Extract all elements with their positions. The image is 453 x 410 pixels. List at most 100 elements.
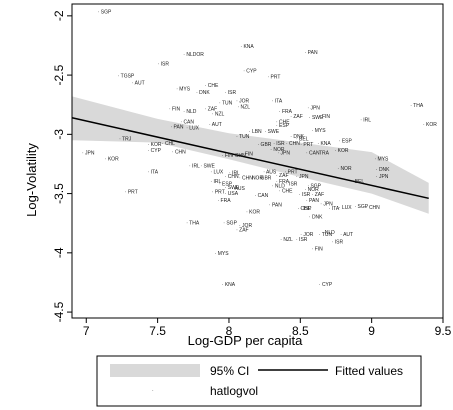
data-point-label: · ZAF xyxy=(290,114,303,120)
ci-band xyxy=(72,96,429,214)
data-point-label: · AUT xyxy=(209,122,222,128)
data-point-label: · AUT xyxy=(340,232,353,238)
data-point-label: · SWE xyxy=(200,164,215,170)
data-point-label: · MYS xyxy=(375,156,390,162)
data-point-label: · KNA xyxy=(317,141,331,147)
data-point-label: · ZAF xyxy=(276,173,289,179)
data-point-label: · KOR xyxy=(105,156,119,162)
data-point-label: · ITA xyxy=(272,98,283,104)
data-point-label: · FIN xyxy=(242,152,253,158)
data-point-label: · GBR xyxy=(258,142,272,148)
data-point-label: · JPN xyxy=(376,174,389,180)
fitted-line xyxy=(71,117,429,200)
data-point-label: · FRA xyxy=(276,179,290,185)
data-point-label: · SGP xyxy=(98,10,112,16)
data-point-label: · PAN xyxy=(305,50,318,56)
data-point-label: · CHN xyxy=(225,174,239,180)
data-point-label: · ISR xyxy=(286,181,298,187)
data-point-label: · GBR xyxy=(258,175,272,181)
data-point-label: · TGSP xyxy=(118,74,135,80)
data-point-label: · TUN xyxy=(219,101,233,107)
data-point-label: · TRA xyxy=(316,151,330,157)
data-point-label: · CHE xyxy=(205,83,219,89)
data-point-label: · ISR xyxy=(158,62,170,68)
data-point-label: · FRA xyxy=(279,109,293,115)
data-point-label: · KNA xyxy=(240,44,254,50)
data-point-label: · NLD xyxy=(322,230,335,236)
data-point-label: · NOR xyxy=(270,147,285,153)
data-point-label: · SWE xyxy=(225,185,240,191)
data-point-label: · SGP xyxy=(223,220,237,226)
data-point-label: · JPN xyxy=(320,201,333,207)
data-point-label: · PAN xyxy=(306,198,319,204)
data-point-label: · DNK xyxy=(290,134,304,140)
data-point-label: · NOR xyxy=(337,166,352,172)
data-point-label: · DNK xyxy=(309,215,323,221)
data-point-label: · JOR xyxy=(300,232,313,238)
x-axis: 7 7.5 8 8.5 9 9.5 xyxy=(83,318,452,338)
data-point-label: · CAN xyxy=(255,193,269,199)
data-point-label: · KOR xyxy=(148,142,162,148)
data-point-label: · CHL xyxy=(162,141,175,147)
data-point-label: · TRJ xyxy=(119,136,132,142)
data-point-label: · AUS xyxy=(232,186,246,192)
data-point-label: · IRL xyxy=(360,117,371,123)
data-point-label: · BEL xyxy=(352,179,365,185)
data-point-label: · KOR xyxy=(335,148,349,154)
data-point-label: · ZAF xyxy=(312,192,325,198)
data-point-label: · KOR xyxy=(246,210,260,216)
data-point-label: · LUX xyxy=(210,169,223,175)
x-tick-label: 9.5 xyxy=(435,324,452,338)
data-point-label: · ISR xyxy=(299,192,311,198)
data-point-label: · JPN xyxy=(278,151,291,157)
data-point-label: · ZAF xyxy=(205,107,218,113)
data-point-label: · JPN xyxy=(307,106,320,112)
data-point-label: · ISP xyxy=(300,206,312,212)
data-point-label: · SWE xyxy=(265,129,280,135)
legend-ci-label: 95% CI xyxy=(210,364,249,378)
data-point-label: · NOR xyxy=(249,175,264,181)
data-point-label: · NOR xyxy=(305,187,320,193)
y-tick-label: -4 xyxy=(52,247,66,258)
legend-ci-swatch xyxy=(110,364,200,377)
data-point-label: · ESP xyxy=(219,181,233,187)
data-point-label: · MYS xyxy=(176,87,191,93)
x-tick-label: 8.5 xyxy=(292,324,309,338)
data-point-label: · CHN xyxy=(172,149,186,155)
data-point-label: · JOR xyxy=(239,223,252,229)
data-point-label: · AUS xyxy=(263,169,277,175)
data-point-label: · JPN xyxy=(82,151,95,157)
legend-points-swatch: · xyxy=(152,388,154,394)
data-point-label: · JPN xyxy=(296,174,309,180)
data-point-label: · SWE xyxy=(309,115,324,121)
data-point-label: · FRA xyxy=(218,198,232,204)
y-tick-label: -2.5 xyxy=(52,64,66,85)
data-point-label: · CYP xyxy=(148,148,162,154)
data-point-label: · ISR xyxy=(273,141,285,147)
data-point-label: · ISR xyxy=(296,237,308,243)
data-point-label: · PRT xyxy=(212,190,225,196)
data-point-label: · IRL xyxy=(189,164,200,170)
data-point-label: · PAN xyxy=(269,203,282,209)
data-point-label: · LBN xyxy=(249,129,262,135)
x-tick-label: 7.5 xyxy=(149,324,166,338)
data-point-label: · TUN xyxy=(319,232,333,238)
data-point-label: · ESP xyxy=(276,123,290,129)
plot-area: · SGP· KNA· NLDOR · PAN· ISR· CYP· PRT· T… xyxy=(71,3,444,319)
data-point-label: · THA xyxy=(410,103,424,109)
legend: 95% CI Fitted values · hatlogvol xyxy=(96,355,422,407)
data-point-label: · ITA xyxy=(329,206,340,212)
y-axis: -2 -2.5 -3 -3.5 -4 -4.5 xyxy=(52,10,72,322)
data-point-label: · ISR xyxy=(225,90,237,96)
x-tick-label: 8 xyxy=(226,324,233,338)
data-point-label: · PRT xyxy=(300,142,313,148)
data-point-label: · FIN xyxy=(319,114,330,120)
data-point-label: · ZAF xyxy=(236,228,249,234)
x-tick-label: 7 xyxy=(83,324,90,338)
data-point-label: · FIN xyxy=(222,153,233,159)
data-point-label: · ITA xyxy=(148,169,159,175)
y-tick-label: -3.5 xyxy=(52,183,66,204)
data-point-label: · MYS xyxy=(312,128,327,134)
data-point-label: · FIN xyxy=(169,107,180,113)
y-tick-label: -3 xyxy=(52,129,66,140)
